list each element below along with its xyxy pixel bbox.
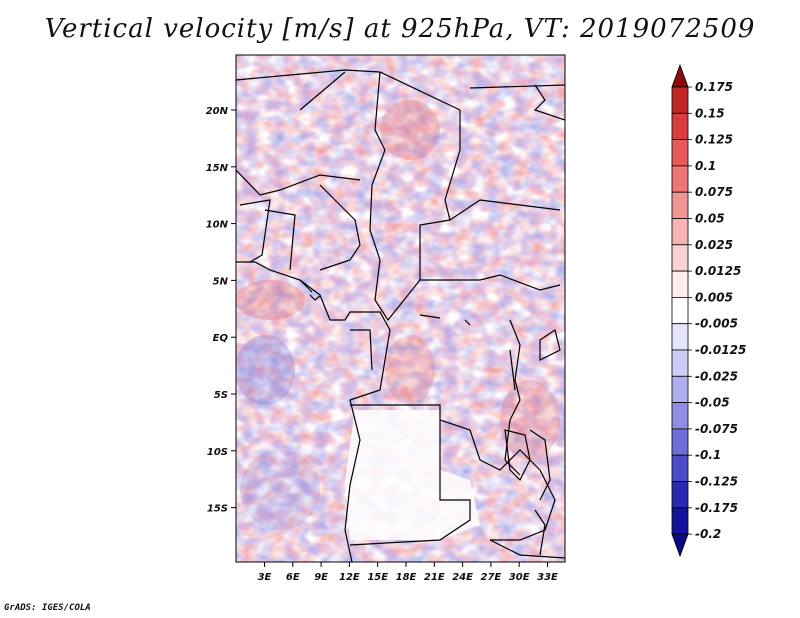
colorbar-segment xyxy=(671,507,689,535)
colorbar-segment xyxy=(671,86,689,114)
latitude-axis: 20N 15N 10N 5N EQ 5S 10S 15S xyxy=(206,106,236,515)
map-frame xyxy=(235,54,566,563)
lon-tick-label: 15E xyxy=(367,572,388,583)
lon-tick-label: 12E xyxy=(339,572,360,583)
colorbar-top-arrow xyxy=(671,63,689,88)
grads-credit: GrADS: IGES/COLA xyxy=(4,603,91,613)
colorbar-label: 0.025 xyxy=(695,238,733,252)
colorbar-label: 0.05 xyxy=(695,212,725,226)
colorbar-label: 0.15 xyxy=(695,106,725,120)
colorbar-segment xyxy=(671,349,689,377)
colorbar-label: -0.125 xyxy=(695,475,738,489)
colorbar-label: -0.005 xyxy=(695,317,738,331)
lat-tick-label: 15N xyxy=(206,163,229,174)
lon-tick-label: 30E xyxy=(509,572,530,583)
colorbar-label: -0.2 xyxy=(695,527,721,541)
colorbar-segment xyxy=(671,191,689,219)
colorbar-segment xyxy=(671,296,689,325)
colorbar-segment xyxy=(671,428,689,456)
country-borders xyxy=(236,69,565,562)
colorbar-label: 0.1 xyxy=(695,159,716,173)
colorbar-label: 0.125 xyxy=(695,133,733,147)
colorbar-segment xyxy=(671,218,689,246)
colorbar-label: -0.075 xyxy=(695,422,738,436)
colorbar-label: 0.175 xyxy=(695,80,733,94)
lat-tick-label: EQ xyxy=(213,333,229,344)
colorbar-label: 0.075 xyxy=(695,185,733,199)
colorbar-segment xyxy=(671,481,689,509)
colorbar-bottom-arrow xyxy=(671,533,689,558)
longitude-axis: 3E 6E 9E 12E 15E 18E 21E 24E 27E 30E 33E xyxy=(258,562,558,583)
lat-tick-label: 20N xyxy=(206,106,229,117)
lon-tick-label: 33E xyxy=(537,572,558,583)
lon-tick-label: 18E xyxy=(396,572,417,583)
lon-tick-label: 9E xyxy=(314,572,328,583)
lat-tick-label: 15S xyxy=(207,504,228,515)
lon-tick-label: 6E xyxy=(286,572,300,583)
colorbar-label: 0.0125 xyxy=(695,264,741,278)
colorbar-segment xyxy=(671,402,689,430)
colorbar-segment xyxy=(671,112,689,141)
colorbar-segment xyxy=(671,454,689,482)
colorbar-segment xyxy=(671,165,689,193)
lat-tick-label: 5N xyxy=(213,276,229,287)
colorbar-label: -0.175 xyxy=(695,501,738,515)
lon-tick-label: 24E xyxy=(452,572,473,583)
colorbar-segment xyxy=(671,375,689,403)
colorbar-segment xyxy=(671,270,689,298)
lat-tick-label: 5S xyxy=(214,390,228,401)
lat-tick-label: 10S xyxy=(207,447,228,458)
lat-tick-label: 10N xyxy=(206,220,229,231)
colorbar-label: -0.025 xyxy=(695,369,738,383)
colorbar-segment xyxy=(671,244,689,272)
colorbar-label: -0.1 xyxy=(695,448,721,462)
colorbar-segment xyxy=(671,139,689,167)
chart-title: Vertical velocity [m/s] at 925hPa, VT: 2… xyxy=(44,14,756,44)
colorbar-label: -0.0125 xyxy=(695,343,746,357)
lon-tick-label: 3E xyxy=(258,572,272,583)
colorbar-label: -0.05 xyxy=(695,396,730,410)
lon-tick-label: 21E xyxy=(424,572,445,583)
colorbar: 0.175 0.15 0.125 0.1 0.075 0.05 0.025 0.0125 0.0… xyxy=(671,63,746,558)
lon-tick-label: 27E xyxy=(481,572,502,583)
velocity-field xyxy=(236,55,565,562)
colorbar-segment xyxy=(671,323,689,351)
colorbar-label: 0.005 xyxy=(695,290,733,304)
